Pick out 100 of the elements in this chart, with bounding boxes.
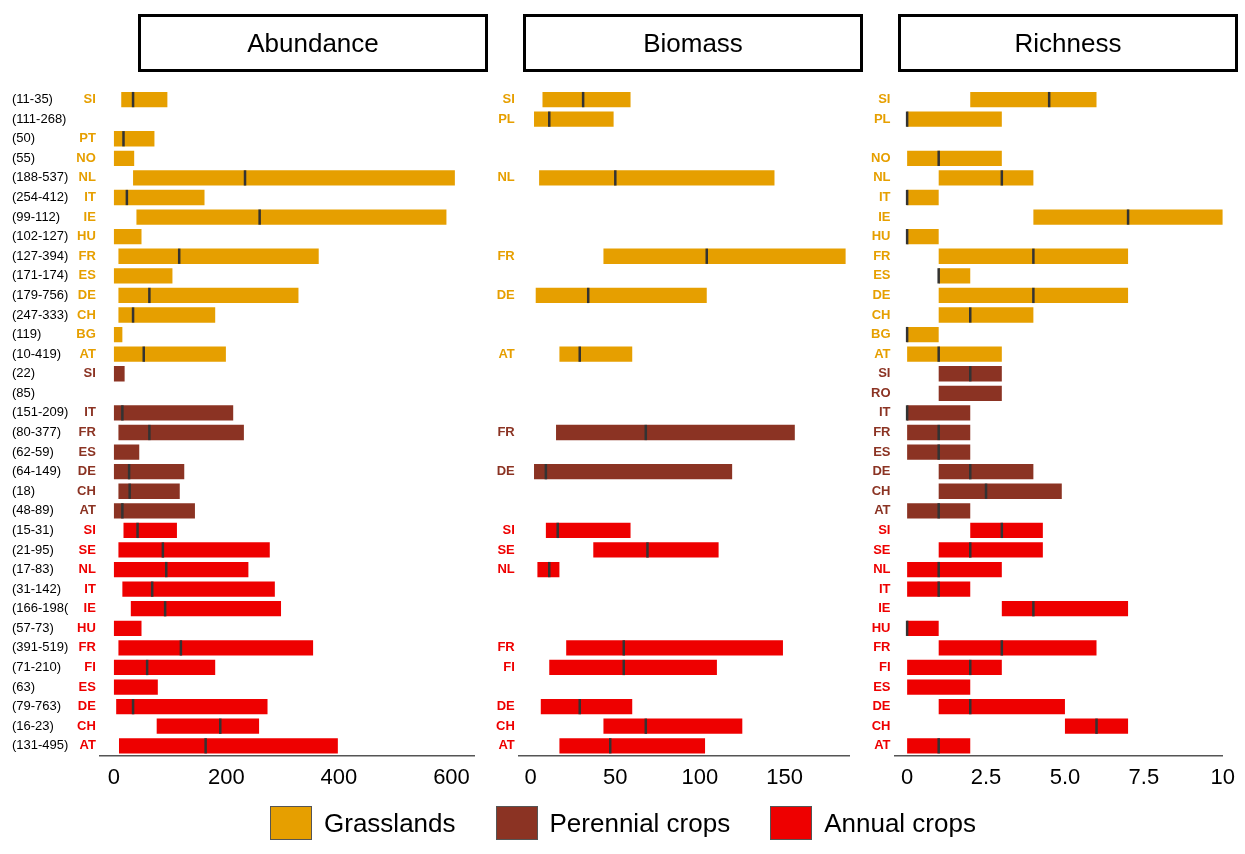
text: (11-35)	[12, 91, 53, 107]
y-tick-label: CH	[77, 306, 96, 322]
y-tick-label: AT	[79, 502, 96, 518]
text: (102-127)	[12, 228, 69, 244]
text: (63)	[12, 678, 36, 694]
x-tick-label: 0	[107, 763, 121, 789]
x-tick-label: 7.5	[1128, 763, 1160, 789]
x-tick-label: 0	[901, 763, 914, 789]
text: (62-59)	[12, 443, 54, 459]
text: (131-495)	[12, 737, 69, 753]
x-tick-label: 0	[524, 763, 537, 789]
text: (31-142)	[12, 580, 62, 596]
y-tick-label: CH	[496, 717, 515, 733]
y-tick-label: IE	[878, 600, 891, 616]
text: (99-112)	[12, 208, 61, 224]
text: (151-209)	[12, 404, 69, 420]
text: (254-412)	[12, 189, 69, 205]
legend-label: Perennial crops	[549, 807, 731, 839]
y-tick-label: PL	[873, 110, 891, 126]
y-tick-label: DE	[872, 463, 891, 479]
y-tick-label: DE	[77, 286, 97, 302]
x-tick-label: 100	[681, 763, 719, 789]
y-tick-label: IE	[83, 600, 97, 616]
text: (71-210)	[12, 659, 62, 675]
text: (15-31)	[12, 521, 54, 537]
text: (10-419)	[12, 345, 62, 361]
y-tick-label: HU	[871, 228, 891, 244]
y-tick-label: BG	[871, 326, 891, 342]
y-tick-label: ES	[78, 267, 97, 283]
chart-title: Biomass	[523, 14, 863, 72]
legend-label: Grasslands	[324, 807, 456, 839]
text: (391-519)	[12, 639, 69, 655]
y-tick-label: FR	[78, 424, 97, 440]
text: (21-95)	[12, 541, 54, 557]
text: (111-268)	[12, 110, 67, 126]
y-tick-label: DE	[496, 463, 516, 479]
text: (17-83)	[12, 561, 54, 577]
text: (80-377)	[12, 424, 62, 440]
y-tick-label: DE	[496, 698, 516, 714]
y-tick-label: IT	[878, 404, 891, 420]
y-tick-label: FR	[873, 424, 892, 440]
x-tick-label: 2.5	[970, 763, 1002, 789]
y-tick-label: NL	[78, 169, 96, 185]
y-tick-label: ES	[873, 267, 891, 283]
y-tick-label: ES	[873, 678, 891, 694]
y-tick-label: CH	[871, 717, 891, 733]
y-tick-label: SE	[873, 541, 891, 557]
text: (50)	[12, 130, 36, 146]
text: (64-149)	[12, 463, 62, 479]
text: (247-333)	[12, 306, 69, 322]
y-tick-label: IT	[878, 580, 891, 596]
y-tick-label: FI	[878, 659, 891, 675]
y-tick-label: AT	[874, 345, 891, 361]
y-tick-label: SI	[502, 91, 515, 107]
y-tick-label: ES	[78, 678, 97, 694]
y-tick-label: SI	[878, 521, 891, 537]
y-tick-label: DE	[872, 286, 891, 302]
text: (79-763)	[12, 698, 62, 714]
y-tick-label: SE	[78, 541, 97, 557]
text: (22)	[12, 365, 36, 381]
y-tick-label: IE	[878, 208, 891, 224]
text: (85)	[12, 384, 36, 400]
y-tick-label: FI	[503, 659, 515, 675]
y-tick-label: SE	[497, 541, 516, 557]
y-tick-label: IE	[83, 208, 97, 224]
chart-title: Richness	[898, 14, 1238, 72]
x-tick-label: 400	[320, 763, 358, 789]
text: (48-89)	[12, 502, 54, 518]
y-tick-label: ES	[873, 443, 891, 459]
y-tick-label: FR	[873, 247, 892, 263]
y-tick-label: DE	[872, 698, 891, 714]
y-tick-label: CH	[77, 482, 96, 498]
y-tick-label: FR	[497, 639, 516, 655]
y-tick-label: NL	[78, 561, 96, 577]
y-tick-label: NL	[497, 169, 515, 185]
text: (57-73)	[12, 619, 54, 635]
text: (119)	[12, 326, 42, 342]
x-tick-label: 50	[603, 763, 628, 789]
y-tick-label: IT	[84, 580, 96, 596]
y-tick-label: FR	[78, 639, 97, 655]
x-tick-label: 5.0	[1049, 763, 1081, 789]
y-tick-label: SI	[878, 91, 891, 107]
y-tick-label: FR	[873, 639, 892, 655]
y-tick-label: RO	[871, 384, 891, 400]
chart-title: Abundance	[138, 14, 488, 72]
y-tick-label: DE	[496, 286, 516, 302]
y-tick-label: SI	[83, 521, 96, 537]
x-tick-label: 150	[766, 763, 804, 789]
y-tick-label: FR	[78, 247, 97, 263]
text: (127-394)	[12, 247, 69, 263]
legend-label: Annual crops	[824, 807, 976, 839]
y-tick-label: NL	[497, 561, 515, 577]
y-tick-label: FI	[84, 659, 96, 675]
y-tick-label: AT	[874, 502, 891, 518]
y-tick-label: SI	[502, 521, 515, 537]
y-tick-label: FR	[497, 247, 516, 263]
text: (166-198(	[12, 600, 70, 616]
y-tick-label: IT	[84, 189, 96, 205]
y-tick-label: FR	[497, 424, 516, 440]
y-tick-label: CH	[77, 717, 96, 733]
